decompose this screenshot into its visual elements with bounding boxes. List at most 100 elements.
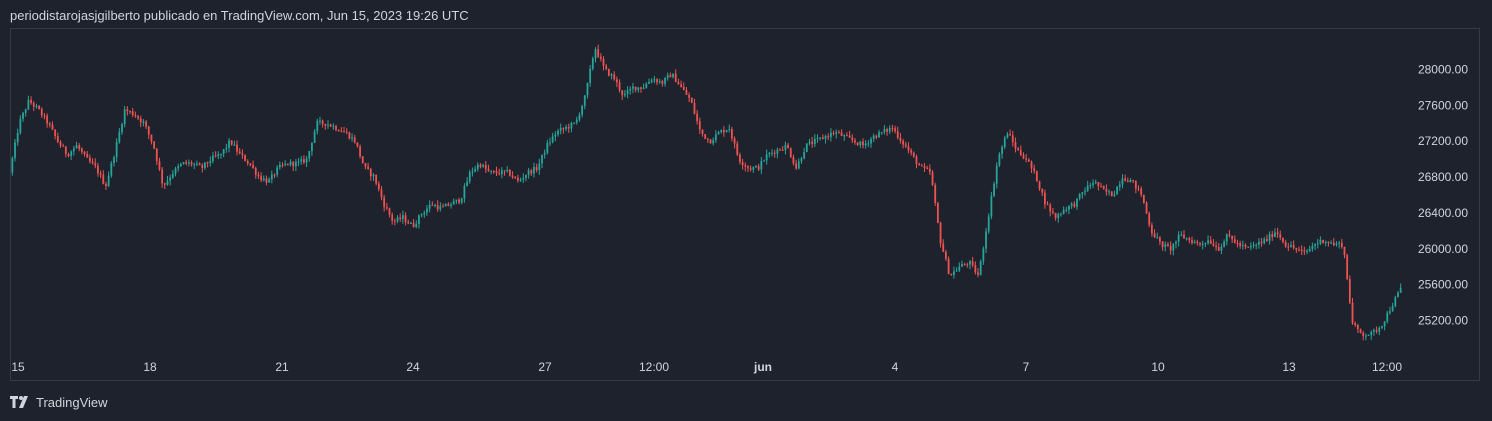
- candle-body: [447, 204, 450, 206]
- candle-body: [385, 207, 388, 209]
- candle-body: [1027, 159, 1030, 162]
- price-tick-label: 27600.00: [1418, 98, 1468, 112]
- candle-body: [741, 162, 744, 166]
- price-chart[interactable]: 28000.00 27600.00 27200.00 26800.00 26400.00…: [0, 0, 1492, 394]
- candle-body: [987, 216, 990, 232]
- candle-body: [605, 65, 608, 69]
- candle-body: [1081, 192, 1084, 195]
- candle-body: [757, 166, 760, 170]
- candle-body: [840, 132, 843, 136]
- candle-body: [886, 129, 888, 132]
- candle-body: [904, 144, 907, 147]
- candle-body: [883, 129, 886, 133]
- candle-body: [672, 73, 674, 78]
- candle-body: [939, 222, 942, 244]
- tradingview-logo-icon: [10, 396, 28, 408]
- candle-body: [97, 165, 99, 174]
- candle-body: [1076, 198, 1078, 207]
- candle-body: [482, 164, 485, 167]
- candle-body: [1132, 179, 1135, 181]
- candle-body: [46, 115, 49, 124]
- candle-body: [1172, 243, 1175, 251]
- candle-body: [436, 204, 439, 210]
- candle-body: [410, 222, 412, 224]
- candle-body: [1134, 180, 1137, 189]
- candle-body: [768, 152, 771, 155]
- candle-body: [538, 163, 541, 171]
- candle-body: [1207, 240, 1209, 244]
- candle-body: [1113, 194, 1116, 197]
- candle-body: [1001, 147, 1003, 155]
- candle-body: [525, 175, 527, 179]
- candle-body: [1019, 150, 1022, 155]
- candle-body: [198, 163, 201, 166]
- candle-body: [1009, 134, 1012, 136]
- candle-body: [262, 178, 265, 181]
- candle-body: [276, 167, 279, 175]
- candle-body: [426, 208, 428, 213]
- candle-body: [789, 148, 792, 158]
- candle-body: [460, 198, 463, 203]
- candle-body: [78, 145, 81, 149]
- candle-body: [543, 152, 546, 155]
- candle-body: [420, 214, 423, 216]
- candle-body: [257, 174, 260, 177]
- candle-body: [388, 208, 391, 215]
- price-tick-label: 25600.00: [1418, 278, 1468, 292]
- candle-body: [602, 58, 605, 66]
- candle-body: [664, 77, 666, 84]
- candle-body: [597, 49, 600, 57]
- candle-body: [380, 189, 383, 198]
- candle-body: [166, 180, 169, 185]
- candle-body: [466, 181, 468, 187]
- candle-body: [115, 142, 118, 158]
- time-tick-label: 21: [275, 360, 289, 374]
- candle-body: [415, 223, 418, 227]
- candle-body: [1204, 243, 1207, 245]
- candle-body: [955, 270, 958, 272]
- candle-body: [862, 141, 864, 146]
- candle-body: [1142, 194, 1145, 203]
- candle-body: [19, 118, 22, 134]
- candle-body: [145, 121, 147, 127]
- candle-body: [682, 86, 685, 90]
- candle-body: [749, 168, 752, 170]
- candle-body: [14, 142, 16, 158]
- candle-body: [618, 82, 621, 91]
- candle-body: [1057, 214, 1060, 219]
- candle-body: [1268, 234, 1271, 241]
- candle-body: [1180, 234, 1183, 236]
- candle-body: [993, 183, 995, 197]
- candle-body: [1343, 246, 1346, 256]
- candle-body: [634, 86, 637, 90]
- candle-body: [800, 158, 803, 162]
- candle-body: [1017, 148, 1020, 151]
- candle-body: [720, 130, 723, 133]
- candle-body: [102, 174, 105, 184]
- candle-body: [1014, 142, 1017, 149]
- candle-body: [327, 124, 329, 126]
- candle-body: [1169, 245, 1172, 251]
- candle-body: [859, 141, 862, 146]
- candle-body: [795, 163, 798, 169]
- candle-body: [1282, 237, 1284, 242]
- candle-body: [393, 220, 396, 222]
- candle-body: [656, 79, 658, 83]
- candle-body: [974, 265, 977, 273]
- candle-body: [696, 113, 699, 122]
- candle-body: [947, 258, 950, 274]
- candle-body: [851, 137, 854, 141]
- candle-body: [562, 128, 565, 130]
- candle-body: [313, 131, 316, 143]
- candle-body: [1274, 232, 1276, 237]
- candle-body: [872, 135, 875, 139]
- candle-body: [1306, 250, 1308, 252]
- candle-body: [752, 167, 755, 170]
- candle-body: [1316, 243, 1319, 245]
- candle-body: [1247, 246, 1250, 248]
- candle-body: [220, 153, 222, 155]
- candle-body: [934, 185, 937, 203]
- candle-body: [246, 160, 249, 164]
- candle-body: [704, 134, 707, 139]
- candle-body: [305, 158, 308, 163]
